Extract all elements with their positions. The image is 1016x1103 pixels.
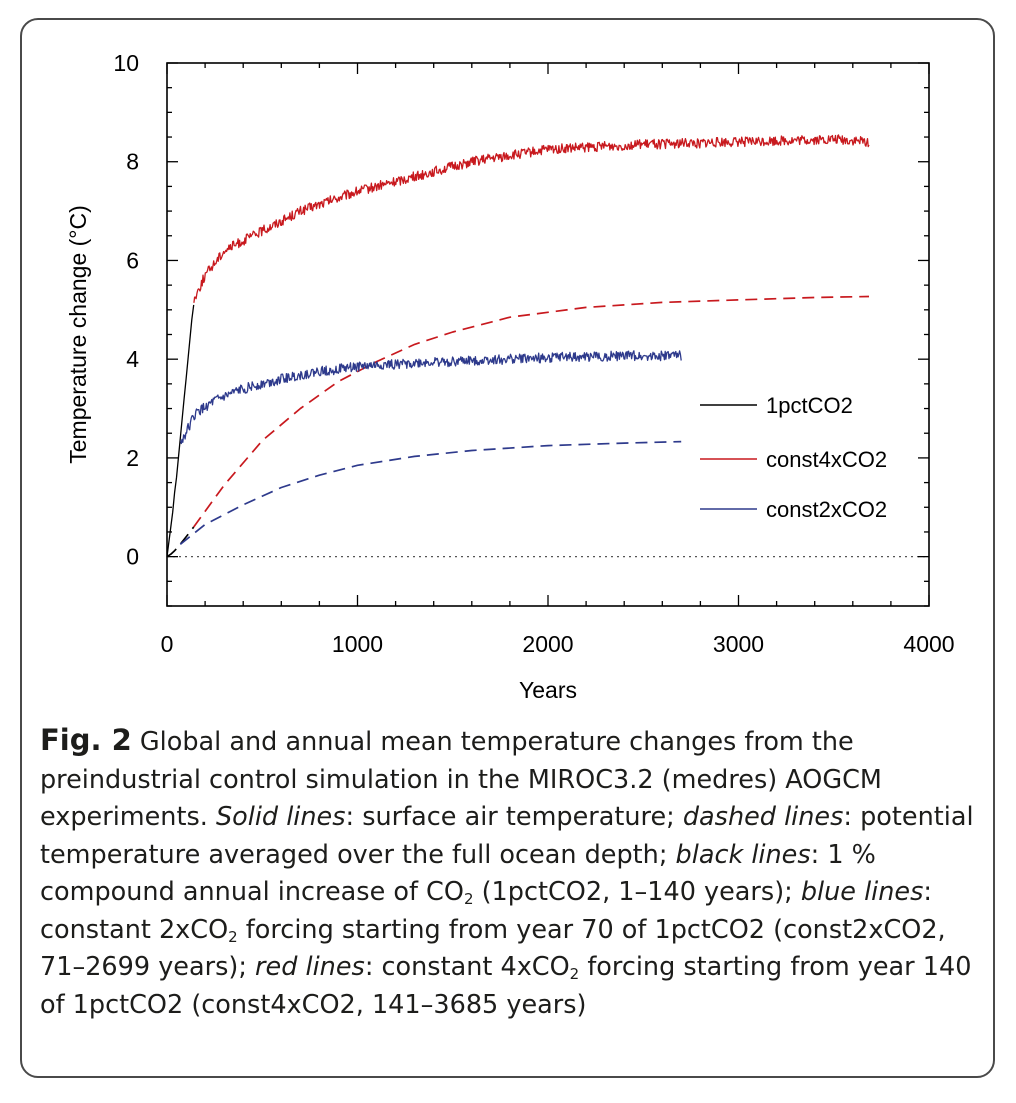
legend-label-const2xco2: const2xCO2 — [766, 497, 887, 522]
y-tick-label: 8 — [126, 149, 139, 175]
x-tick-label: 2000 — [522, 631, 573, 657]
const2xco2-dashed-line — [179, 440, 682, 545]
x-tick-label: 4000 — [903, 631, 954, 657]
temperature-change-chart: 0 2 4 6 8 10 0 1000 2000 3000 4000 Years Temperature… — [65, 50, 955, 703]
figure-frame — [20, 18, 995, 1078]
caption-red-label: red lines — [255, 952, 365, 982]
caption-black-label: black lines — [675, 839, 811, 870]
y-axis-label: Temperature change (°C) — [65, 205, 91, 463]
caption-text: forcing starting from year 140 of 1pctCO… — [40, 952, 972, 1020]
caption-text: : surface air temperature; — [345, 802, 683, 832]
const4xco2-solid-line — [193, 134, 870, 303]
y-tick-label: 10 — [113, 50, 139, 76]
legend-label-const4xco2: const4xCO2 — [766, 447, 887, 472]
caption-text: : potential temperature averaged over th… — [40, 802, 974, 870]
x-tick-label: 3000 — [713, 631, 764, 657]
caption-text: (1pctCO2, 1–140 years); — [473, 877, 801, 907]
x-axis-label: Years — [519, 677, 577, 703]
x-tick-label: 0 — [161, 631, 174, 657]
1pctco2-dashed-line — [166, 526, 195, 558]
const4xco2-dashed-line — [193, 295, 870, 528]
subscript: 2 — [463, 890, 474, 908]
caption-text: : 1 % compound annual increase of CO — [40, 839, 876, 908]
caption-solid-label: Solid lines — [215, 802, 346, 832]
y-tick-label: 2 — [126, 445, 139, 471]
1pctco2-solid-line — [166, 304, 195, 557]
subscript: 2 — [228, 927, 238, 946]
figure-label: Fig. 2 — [40, 723, 132, 757]
caption-text: : constant 4xCO — [364, 952, 570, 982]
caption-dashed-label: dashed lines — [682, 802, 844, 832]
legend-label-1pctco2: 1pctCO2 — [766, 393, 853, 418]
subscript: 2 — [569, 965, 580, 983]
caption-text: : constant 2xCO — [40, 877, 932, 945]
caption-text: forcing starting from year 70 of 1pctCO2… — [40, 914, 946, 983]
caption-blue-label: blue lines — [800, 877, 924, 907]
caption-text: Global and annual mean temperature chang… — [40, 727, 882, 832]
y-tick-label: 6 — [126, 247, 139, 273]
figure-caption: Fig. 2 Global and annual mean temperatur… — [40, 722, 980, 1024]
y-tick-label: 0 — [126, 544, 139, 570]
x-tick-label: 1000 — [332, 631, 383, 657]
const2xco2-solid-line — [179, 350, 682, 445]
y-tick-label: 4 — [126, 346, 139, 372]
